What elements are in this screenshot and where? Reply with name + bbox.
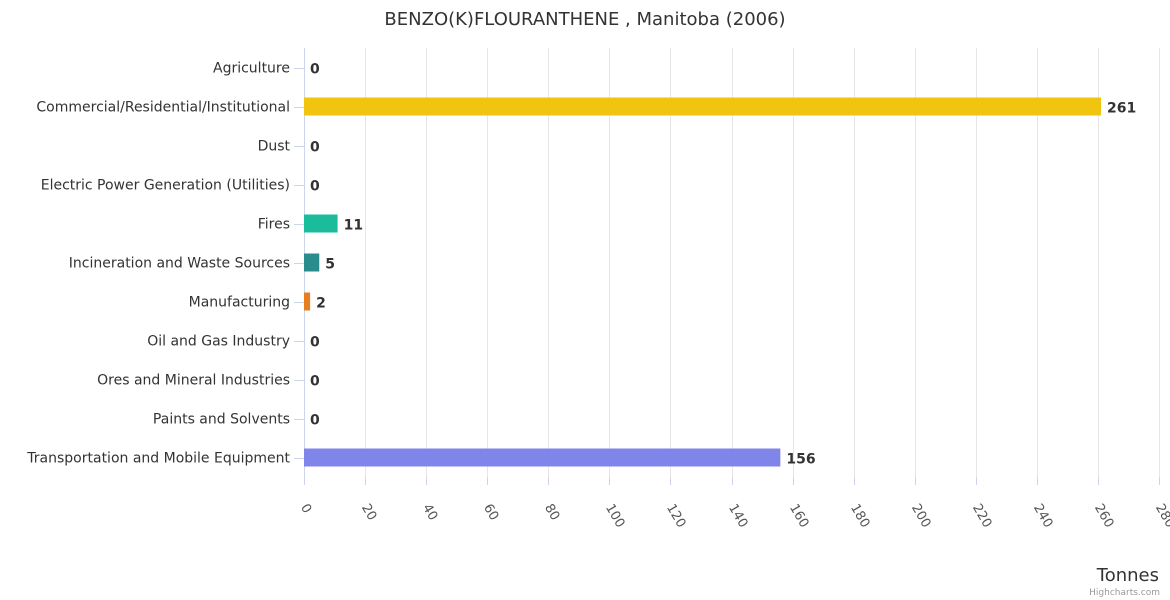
x-axis-ticks: 0 20 40 60 80 100 120 140 160 180 200 220 240 260 280: [297, 477, 1170, 531]
x-tick-label: 40: [419, 502, 440, 524]
category-label: Electric Power Generation (Utilities): [41, 178, 290, 194]
data-label: 2: [316, 296, 326, 312]
category-label: Transportation and Mobile Equipment: [26, 451, 290, 467]
data-label: 0: [310, 374, 320, 390]
data-label: 156: [786, 452, 815, 468]
category-labels: Agriculture Commercial/Residential/Instit…: [26, 61, 304, 467]
category-label: Commercial/Residential/Institutional: [36, 100, 290, 116]
data-label: 261: [1107, 101, 1136, 117]
credits-link[interactable]: Highcharts.com: [1089, 588, 1160, 598]
x-tick-label: 60: [480, 502, 501, 524]
category-label: Manufacturing: [189, 295, 290, 311]
category-label: Dust: [258, 139, 291, 155]
category-label: Agriculture: [213, 61, 290, 77]
bars: 0 261 0 0 11 5 2 0 0 0 156: [304, 62, 1136, 468]
x-tick-label: 100: [602, 502, 627, 531]
category-label: Oil and Gas Industry: [147, 334, 290, 350]
x-axis-title: Tonnes: [1096, 565, 1159, 586]
data-label: 0: [310, 62, 320, 78]
x-tick-label: 220: [969, 502, 994, 531]
bar[interactable]: [304, 97, 1101, 116]
category-label: Fires: [258, 217, 290, 233]
data-label: 11: [344, 218, 363, 234]
x-tick-label: 140: [725, 502, 750, 531]
x-tick-label: 280: [1152, 502, 1170, 531]
x-tick-label: 160: [786, 502, 811, 531]
data-label: 5: [325, 257, 335, 273]
x-tick-label: 20: [358, 502, 379, 524]
bar[interactable]: [304, 214, 338, 233]
chart-title: BENZO(K)FLOURANTHENE , Manitoba (2006): [384, 9, 785, 30]
x-tick-label: 80: [541, 502, 562, 524]
category-label: Paints and Solvents: [153, 412, 290, 428]
data-label: 0: [310, 140, 320, 156]
category-label: Incineration and Waste Sources: [69, 256, 290, 272]
grid: [304, 48, 1160, 477]
category-label: Ores and Mineral Industries: [97, 373, 290, 389]
data-label: 0: [310, 413, 320, 429]
bar[interactable]: [304, 448, 781, 467]
x-tick-label: 120: [663, 502, 688, 531]
x-tick-label: 0: [297, 502, 314, 517]
bar[interactable]: [304, 253, 320, 272]
data-label: 0: [310, 335, 320, 351]
bar[interactable]: [304, 292, 311, 311]
x-tick-label: 240: [1030, 502, 1055, 531]
x-tick-label: 260: [1091, 502, 1116, 531]
data-label: 0: [310, 179, 320, 195]
x-tick-label: 200: [908, 502, 933, 531]
x-tick-label: 180: [847, 502, 872, 531]
